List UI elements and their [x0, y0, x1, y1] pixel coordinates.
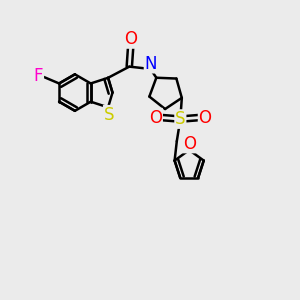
Text: O: O — [149, 109, 162, 127]
Text: O: O — [183, 134, 196, 152]
Text: S: S — [104, 106, 114, 124]
Text: F: F — [34, 67, 43, 85]
Text: O: O — [124, 30, 137, 48]
Text: N: N — [145, 55, 157, 73]
Text: S: S — [175, 110, 186, 128]
Text: O: O — [199, 109, 212, 127]
